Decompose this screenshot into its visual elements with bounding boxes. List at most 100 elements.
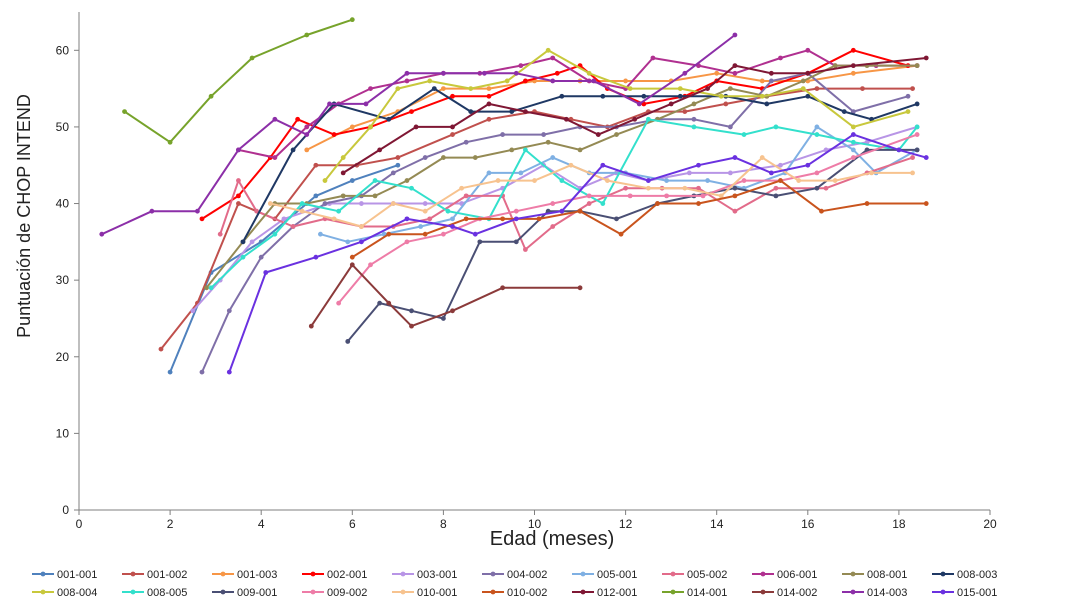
data-point	[345, 339, 351, 344]
data-point	[914, 147, 920, 153]
data-point	[441, 155, 446, 160]
data-point	[718, 93, 724, 99]
data-point	[450, 132, 455, 137]
data-point	[636, 101, 642, 107]
legend-label: 005-002	[687, 569, 727, 581]
data-point	[409, 323, 414, 329]
legend-swatch-marker	[400, 571, 406, 577]
legend-label: 012-001	[597, 587, 637, 599]
data-point	[850, 63, 856, 69]
data-point	[99, 231, 105, 237]
data-point	[536, 216, 542, 222]
data-point	[509, 147, 515, 153]
data-point	[272, 155, 278, 160]
data-point	[240, 254, 246, 260]
series-003-001	[190, 124, 920, 314]
legend-item: 010-002	[482, 587, 547, 599]
data-point	[723, 101, 729, 107]
data-point	[627, 193, 633, 199]
data-point	[677, 86, 683, 92]
data-point	[600, 201, 606, 206]
legend-label: 001-003	[237, 569, 277, 581]
data-point	[778, 178, 783, 183]
legend-label: 006-001	[777, 569, 817, 581]
series-line	[238, 49, 918, 159]
legend-label: 001-001	[57, 569, 97, 581]
data-point	[386, 300, 392, 306]
data-point	[509, 109, 515, 114]
data-point	[313, 193, 319, 199]
data-point	[727, 124, 733, 130]
legend-label: 015-001	[957, 587, 997, 599]
series-012-001	[340, 55, 929, 176]
legend-label: 003-001	[417, 569, 457, 581]
data-point	[422, 231, 428, 237]
data-point	[850, 70, 856, 76]
data-point	[632, 116, 638, 122]
data-point	[167, 139, 173, 145]
data-point	[773, 185, 779, 191]
data-point	[645, 185, 651, 191]
data-point	[336, 208, 342, 214]
y-tick-label: 60	[56, 43, 70, 57]
data-point	[450, 216, 455, 222]
data-point	[623, 185, 628, 191]
data-point	[272, 116, 278, 122]
data-point	[522, 78, 528, 84]
data-point	[236, 178, 241, 183]
data-point	[600, 162, 606, 168]
data-point	[513, 239, 519, 245]
legend-swatch-marker	[130, 571, 136, 577]
legend-item: 001-001	[32, 569, 97, 581]
data-point	[313, 162, 319, 168]
data-point	[395, 155, 401, 160]
data-point	[559, 178, 565, 183]
data-point	[236, 147, 241, 153]
data-point	[422, 201, 428, 206]
data-point	[559, 208, 565, 214]
data-point	[805, 93, 811, 99]
data-point	[463, 193, 469, 199]
data-point	[705, 178, 710, 183]
data-point	[304, 124, 310, 130]
data-point	[226, 308, 232, 314]
data-point	[395, 86, 401, 92]
data-point	[249, 55, 255, 61]
data-point	[199, 216, 205, 222]
legend-label: 005-001	[597, 569, 637, 581]
data-point	[677, 93, 683, 99]
x-tick-label: 6	[349, 517, 356, 531]
x-tick-label: 20	[983, 517, 997, 531]
data-point	[910, 170, 915, 176]
data-point	[359, 239, 364, 245]
legend-label: 009-002	[327, 587, 367, 599]
series-010-002	[349, 178, 929, 260]
series-015-001	[226, 132, 929, 375]
series-line	[324, 49, 909, 182]
data-point	[368, 124, 373, 130]
data-point	[914, 132, 920, 137]
legend-swatch-marker	[310, 571, 316, 577]
data-point	[345, 239, 351, 245]
data-point	[477, 239, 483, 245]
legend-label: 014-002	[777, 587, 817, 599]
legend-item: 014-002	[752, 587, 817, 599]
data-point	[340, 193, 346, 199]
data-point	[295, 116, 301, 122]
data-point	[500, 132, 506, 137]
series-line	[192, 125, 918, 312]
data-point	[664, 193, 669, 199]
legend-swatch-marker	[580, 571, 586, 577]
legend-label: 008-001	[867, 569, 907, 581]
data-point	[550, 55, 556, 61]
data-point	[409, 185, 414, 191]
data-point	[563, 116, 569, 122]
data-point	[522, 109, 528, 114]
data-point	[340, 155, 346, 160]
data-point	[778, 55, 783, 61]
data-point	[727, 86, 733, 92]
data-point	[327, 101, 332, 107]
data-point	[522, 147, 528, 153]
data-point	[404, 70, 410, 76]
